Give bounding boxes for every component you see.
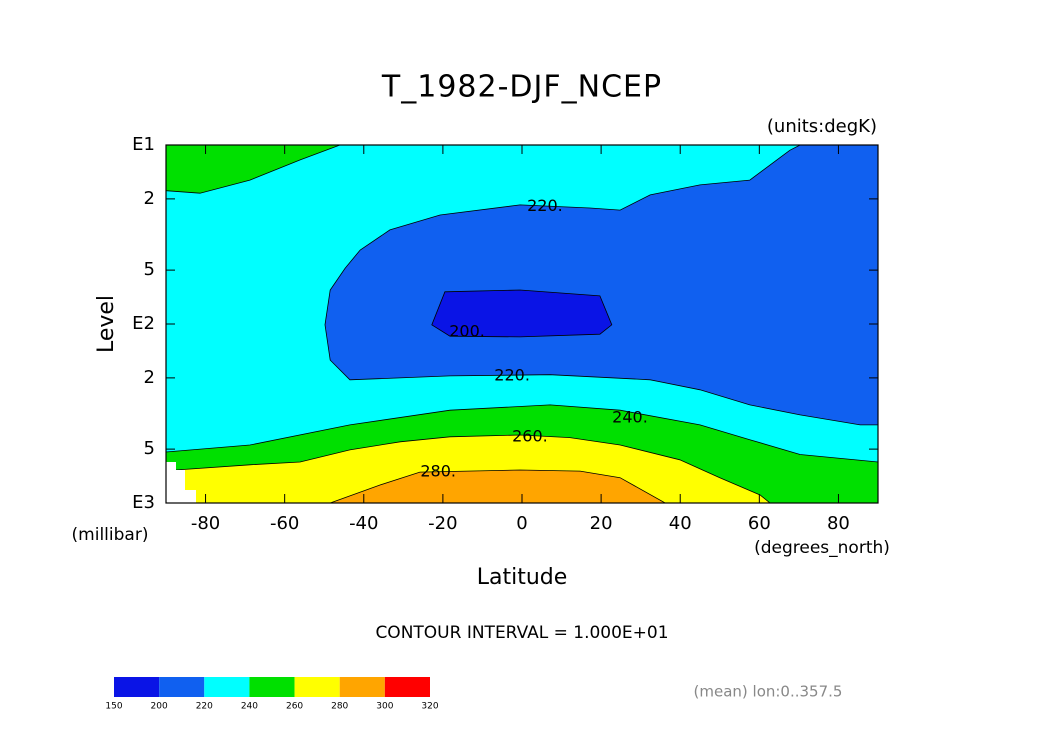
axes: -80 -60 -40 -20 0 20 40 60 80 E1 2 5 E2 2 5 E3 (132, 134, 878, 534)
y-tick-label: 5 (144, 438, 155, 459)
x-tick-label: 20 (590, 513, 613, 534)
x-tick-label: -80 (191, 513, 220, 534)
colorbar-label: 220 (196, 702, 213, 712)
y-tick-label: 5 (144, 259, 155, 280)
colorbar-cell (249, 677, 295, 697)
contour-interval: CONTOUR INTERVAL = 1.000E+01 (375, 623, 668, 643)
colorbar-label: 200 (151, 702, 168, 712)
contour-labels: 220. 200. 220. 240. 260. 280. (420, 196, 647, 481)
chart-title: T_1982-DJF_NCEP (381, 70, 662, 105)
colorbar-label: 260 (286, 702, 303, 712)
x-tick-label: -40 (349, 513, 378, 534)
colorbar-cell (384, 677, 430, 697)
colorbar-cell (159, 677, 205, 697)
x-tick-label: 40 (669, 513, 692, 534)
colorbar-label: 240 (241, 702, 258, 712)
y-tick-label: 2 (144, 367, 155, 388)
colorbar-cell (204, 677, 250, 697)
contour-label: 240. (612, 407, 648, 426)
x-tick-label: -20 (428, 513, 457, 534)
contour-fill (166, 145, 878, 503)
colorbar-cell (294, 677, 340, 697)
x-tick-label: 80 (827, 513, 850, 534)
contour-label: 280. (420, 462, 456, 481)
y-tick-label: E2 (132, 313, 155, 334)
y-tick-label: 2 (144, 188, 155, 209)
contour-region (330, 469, 667, 503)
colorbar-label: 320 (421, 702, 438, 712)
y-tick-label: E3 (132, 492, 155, 513)
contour-label: 200. (449, 322, 485, 341)
colorbar-label: 300 (376, 702, 393, 712)
y-axis-title: Level (94, 295, 119, 353)
footnote: (mean) lon:0..357.5 (694, 683, 843, 701)
x-tick-label: -60 (270, 513, 299, 534)
missing-data (166, 462, 196, 503)
x-axis-units: (degrees_north) (754, 538, 890, 558)
contour-label: 220. (527, 196, 563, 215)
contour-region (166, 145, 341, 194)
contour-region (431, 289, 613, 338)
units-label: (units:degK) (767, 116, 877, 137)
contour-region (324, 145, 878, 426)
x-axis-title: Latitude (477, 565, 568, 590)
y-tick-label: E1 (132, 134, 155, 155)
colorbar-label: 150 (105, 702, 122, 712)
colorbar-cell (339, 677, 385, 697)
contour-label: 260. (512, 426, 548, 445)
colorbar: 150 200 220 240 260 280 300 320 (105, 677, 439, 712)
colorbar-label: 280 (331, 702, 348, 712)
x-tick-label: 60 (748, 513, 771, 534)
x-tick-label: 0 (516, 513, 527, 534)
colorbar-cell (114, 677, 160, 697)
y-axis-units: (millibar) (72, 525, 149, 545)
contour-label: 220. (494, 365, 530, 384)
